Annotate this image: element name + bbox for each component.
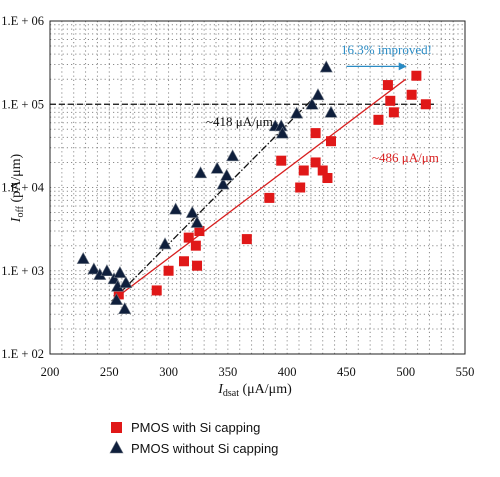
marker-without-si — [76, 251, 90, 264]
marker-with-si — [373, 114, 384, 125]
marker-with-si — [178, 256, 189, 267]
y-axis-title-sub: off — [15, 205, 26, 217]
marker-with-si — [264, 192, 275, 203]
y-axis-title-main: I — [9, 216, 24, 223]
x-axis-title-units: (μA/μm) — [239, 382, 292, 397]
marker-with-si — [388, 107, 399, 118]
red-fit-line — [118, 78, 407, 297]
marker-without-si — [87, 262, 101, 275]
marker-with-si — [194, 226, 205, 237]
marker-without-si — [169, 202, 183, 215]
x-tick-label: 350 — [218, 365, 237, 379]
marker-with-si — [190, 240, 201, 251]
marker-with-si — [192, 260, 203, 271]
legend-label-with-si: PMOS with Si capping — [131, 420, 260, 435]
y-axis-title: Ioff (pA/μm) — [9, 153, 26, 223]
x-tick-label: 200 — [41, 365, 60, 379]
y-tick-label: 1.E + 05 — [1, 97, 44, 111]
y-tick-label: 1.E + 02 — [1, 347, 44, 361]
x-tick-label: 250 — [100, 365, 119, 379]
marker-without-si — [185, 205, 199, 218]
marker-without-si — [319, 60, 333, 73]
x-tick-label: 300 — [159, 365, 178, 379]
legend-triangle-icon — [109, 440, 124, 454]
marker-without-si — [311, 88, 325, 101]
x-tick-label: 550 — [456, 365, 475, 379]
x-axis-title-sub: dsat — [223, 388, 239, 399]
marker-without-si — [119, 276, 133, 288]
marker-with-si — [317, 165, 328, 176]
marker-without-si — [190, 215, 204, 228]
marker-with-si — [385, 95, 396, 106]
marker-with-si — [151, 285, 162, 296]
marker-with-si — [411, 70, 422, 81]
grid — [50, 21, 465, 354]
marker-with-si — [241, 234, 252, 245]
marker-with-si — [420, 99, 431, 110]
marker-without-si — [290, 106, 304, 119]
x-axis-title-main: I — [217, 382, 224, 397]
marker-without-si — [210, 161, 224, 174]
marker-with-si — [406, 89, 417, 100]
annotation-navy-slope: ~418 μA/μm — [206, 114, 273, 129]
x-axis-tick-labels: 200 250 300 350 400 450 500 550 — [41, 365, 475, 379]
annotation-red-slope: ~486 μA/μm — [372, 150, 439, 165]
marker-with-si — [295, 182, 306, 193]
y-tick-label: 1.E + 03 — [1, 264, 44, 278]
marker-without-si — [275, 126, 289, 139]
marker-with-si — [322, 173, 333, 184]
legend-square-icon — [111, 422, 122, 433]
marker-without-si — [324, 105, 338, 118]
x-tick-label: 500 — [396, 365, 415, 379]
marker-without-si — [194, 166, 208, 179]
marker-without-si — [305, 97, 319, 110]
marker-with-si — [276, 155, 287, 166]
marker-without-si — [220, 168, 234, 181]
marker-without-si — [100, 264, 114, 277]
y-tick-label: 1.E + 04 — [1, 181, 45, 195]
marker-with-si — [382, 80, 393, 91]
marker-with-si — [310, 128, 321, 139]
y-axis-tick-labels: 1.E + 02 1.E + 03 1.E + 04 1.E + 05 1.E + 06 — [1, 14, 45, 361]
marker-without-si — [226, 149, 240, 162]
marker-without-si — [113, 265, 127, 278]
marker-with-si — [163, 265, 174, 276]
marker-with-si — [113, 289, 124, 300]
y-axis-title-units: (pA/μm) — [9, 153, 24, 206]
marker-with-si — [298, 165, 309, 176]
y-tick-label: 1.E + 06 — [1, 14, 44, 28]
legend: PMOS with Si capping PMOS without Si cap… — [109, 420, 278, 456]
x-axis-title: Idsat (μA/μm) — [217, 382, 292, 399]
x-tick-label: 400 — [278, 365, 297, 379]
marker-without-si — [118, 302, 132, 315]
marker-without-si — [109, 292, 123, 305]
data-markers — [76, 60, 431, 315]
marker-with-si — [183, 232, 194, 243]
x-tick-label: 450 — [337, 365, 356, 379]
plot-frame — [49, 20, 466, 355]
legend-label-without-si: PMOS without Si capping — [131, 441, 278, 456]
marker-with-si — [326, 136, 337, 147]
marker-without-si — [216, 177, 230, 190]
annotation-improved: 16.3% improved! — [341, 42, 432, 57]
marker-with-si — [310, 157, 321, 168]
marker-without-si — [158, 237, 172, 250]
